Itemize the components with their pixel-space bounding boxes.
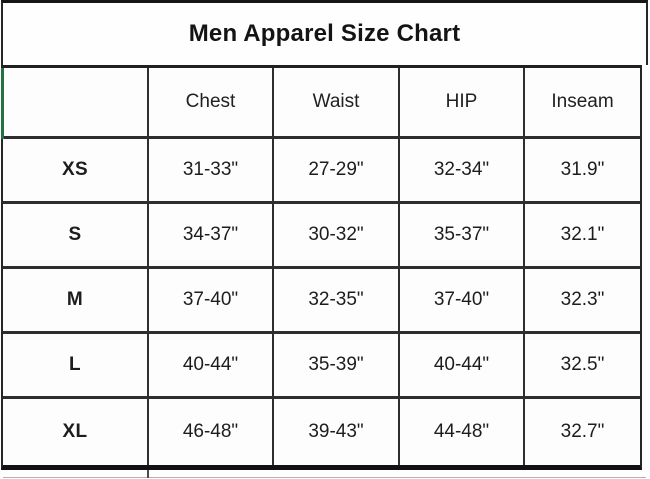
size-label: S [3,204,149,266]
table-cell-waist: 39-43" [274,399,400,465]
table-cell-waist: 27-29" [274,139,400,201]
table-cell-inseam: 31.9" [560,159,605,180]
cropped-gridline-stub [147,470,149,478]
table-cell-chest: 37-40" [149,269,274,331]
table-cell-chest: 31-33" [149,139,274,201]
header-green-accent [1,68,4,139]
table-cell-inseam: 32.5" [560,354,605,375]
table-row-m: M 37-40" 32-35" 37-40" 32.3" [3,269,640,334]
size-label: L [3,334,149,396]
table-cell-waist: 32-35" [274,269,400,331]
table-cell-waist: 35-39" [274,334,400,396]
table-row-s: S 34-37" 30-32" 35-37" 32.1" [3,204,640,269]
table-cell-waist: 30-32" [274,204,400,266]
table-cell-hip: 40-44" [400,334,525,396]
table-cell-hip: 35-37" [400,204,525,266]
table-cell-inseam: 32.3" [560,289,605,310]
table-cell-hip: 37-40" [400,269,525,331]
table-row-xl: XL 46-48" 39-43" 44-48" 32.7" [3,399,640,465]
size-label: XL [3,399,149,465]
header-cell-waist: Waist [274,68,400,136]
table-cell-hip: 32-34" [400,139,525,201]
header-cell-empty [3,68,149,136]
table-row-l: L 40-44" 35-39" 40-44" 32.5" [3,334,640,399]
table-cell-chest: 40-44" [149,334,274,396]
table-header-row: Chest Waist HIP Inseam [3,68,640,139]
chart-title: Men Apparel Size Chart [188,20,461,47]
table-cell-hip: 44-48" [400,399,525,465]
size-table: Chest Waist HIP Inseam XS 31-33" 27-29" … [1,65,642,470]
chart-title-row: Men Apparel Size Chart [1,0,648,65]
table-cell-inseam: 32.1" [560,224,605,245]
cropped-gridline [3,477,646,478]
header-cell-chest: Chest [149,68,274,136]
table-row-xs: XS 31-33" 27-29" 32-34" 31.9" [3,139,640,204]
header-cell-hip: HIP [400,68,525,136]
size-label: M [3,269,149,331]
size-label: XS [3,139,149,201]
header-cell-inseam: Inseam [551,91,614,112]
table-cell-chest: 34-37" [149,204,274,266]
table-cell-chest: 46-48" [149,399,274,465]
table-cell-inseam: 32.7" [560,421,605,442]
